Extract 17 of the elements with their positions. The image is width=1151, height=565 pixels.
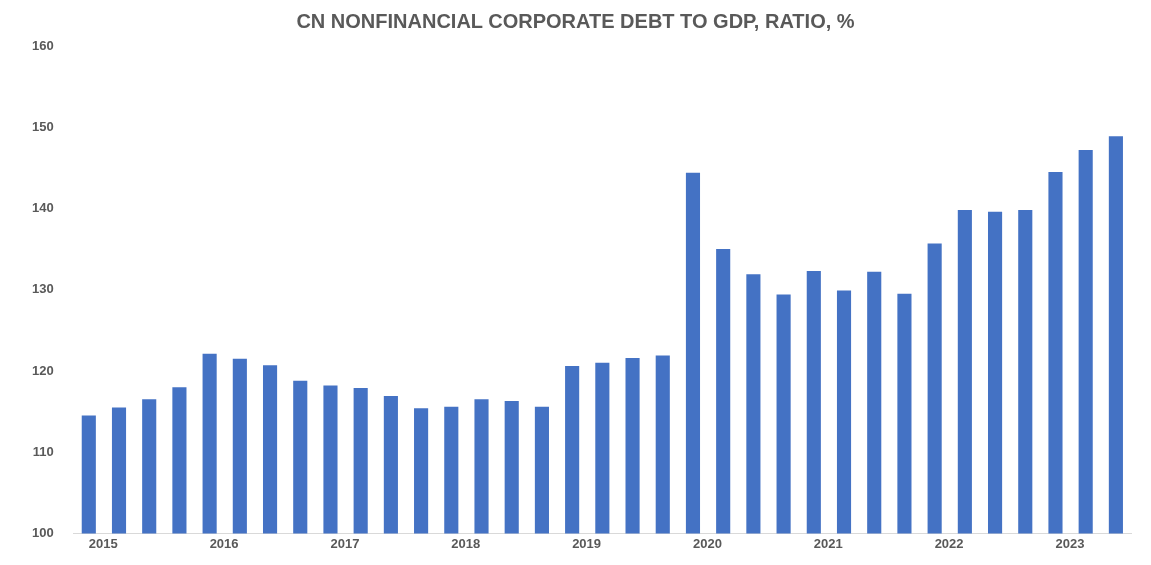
x-tick-label: 2016 bbox=[209, 535, 239, 551]
y-tick-label: 150 bbox=[31, 118, 54, 134]
y-tick-label: 140 bbox=[31, 200, 54, 216]
y-tick-label: 160 bbox=[31, 37, 54, 53]
x-tick-label: 2021 bbox=[813, 535, 843, 551]
chart-title: CN NONFINANCIAL CORPORATE DEBT TO GDP, RATIO, % bbox=[296, 9, 855, 32]
x-tick-label: 2022 bbox=[934, 535, 964, 551]
y-tick-label: 130 bbox=[31, 281, 54, 297]
x-tick-label: 2020 bbox=[692, 535, 722, 551]
x-tick-label: 2017 bbox=[330, 535, 360, 551]
x-tick-label: 2018 bbox=[451, 535, 481, 551]
x-tick-label: 2015 bbox=[88, 535, 118, 551]
x-tick-label: 2023 bbox=[1055, 535, 1085, 551]
y-tick-label: 120 bbox=[31, 362, 54, 378]
y-tick-label: 100 bbox=[31, 524, 54, 540]
y-tick-label: 110 bbox=[32, 443, 54, 459]
x-tick-label: 2019 bbox=[572, 535, 602, 551]
